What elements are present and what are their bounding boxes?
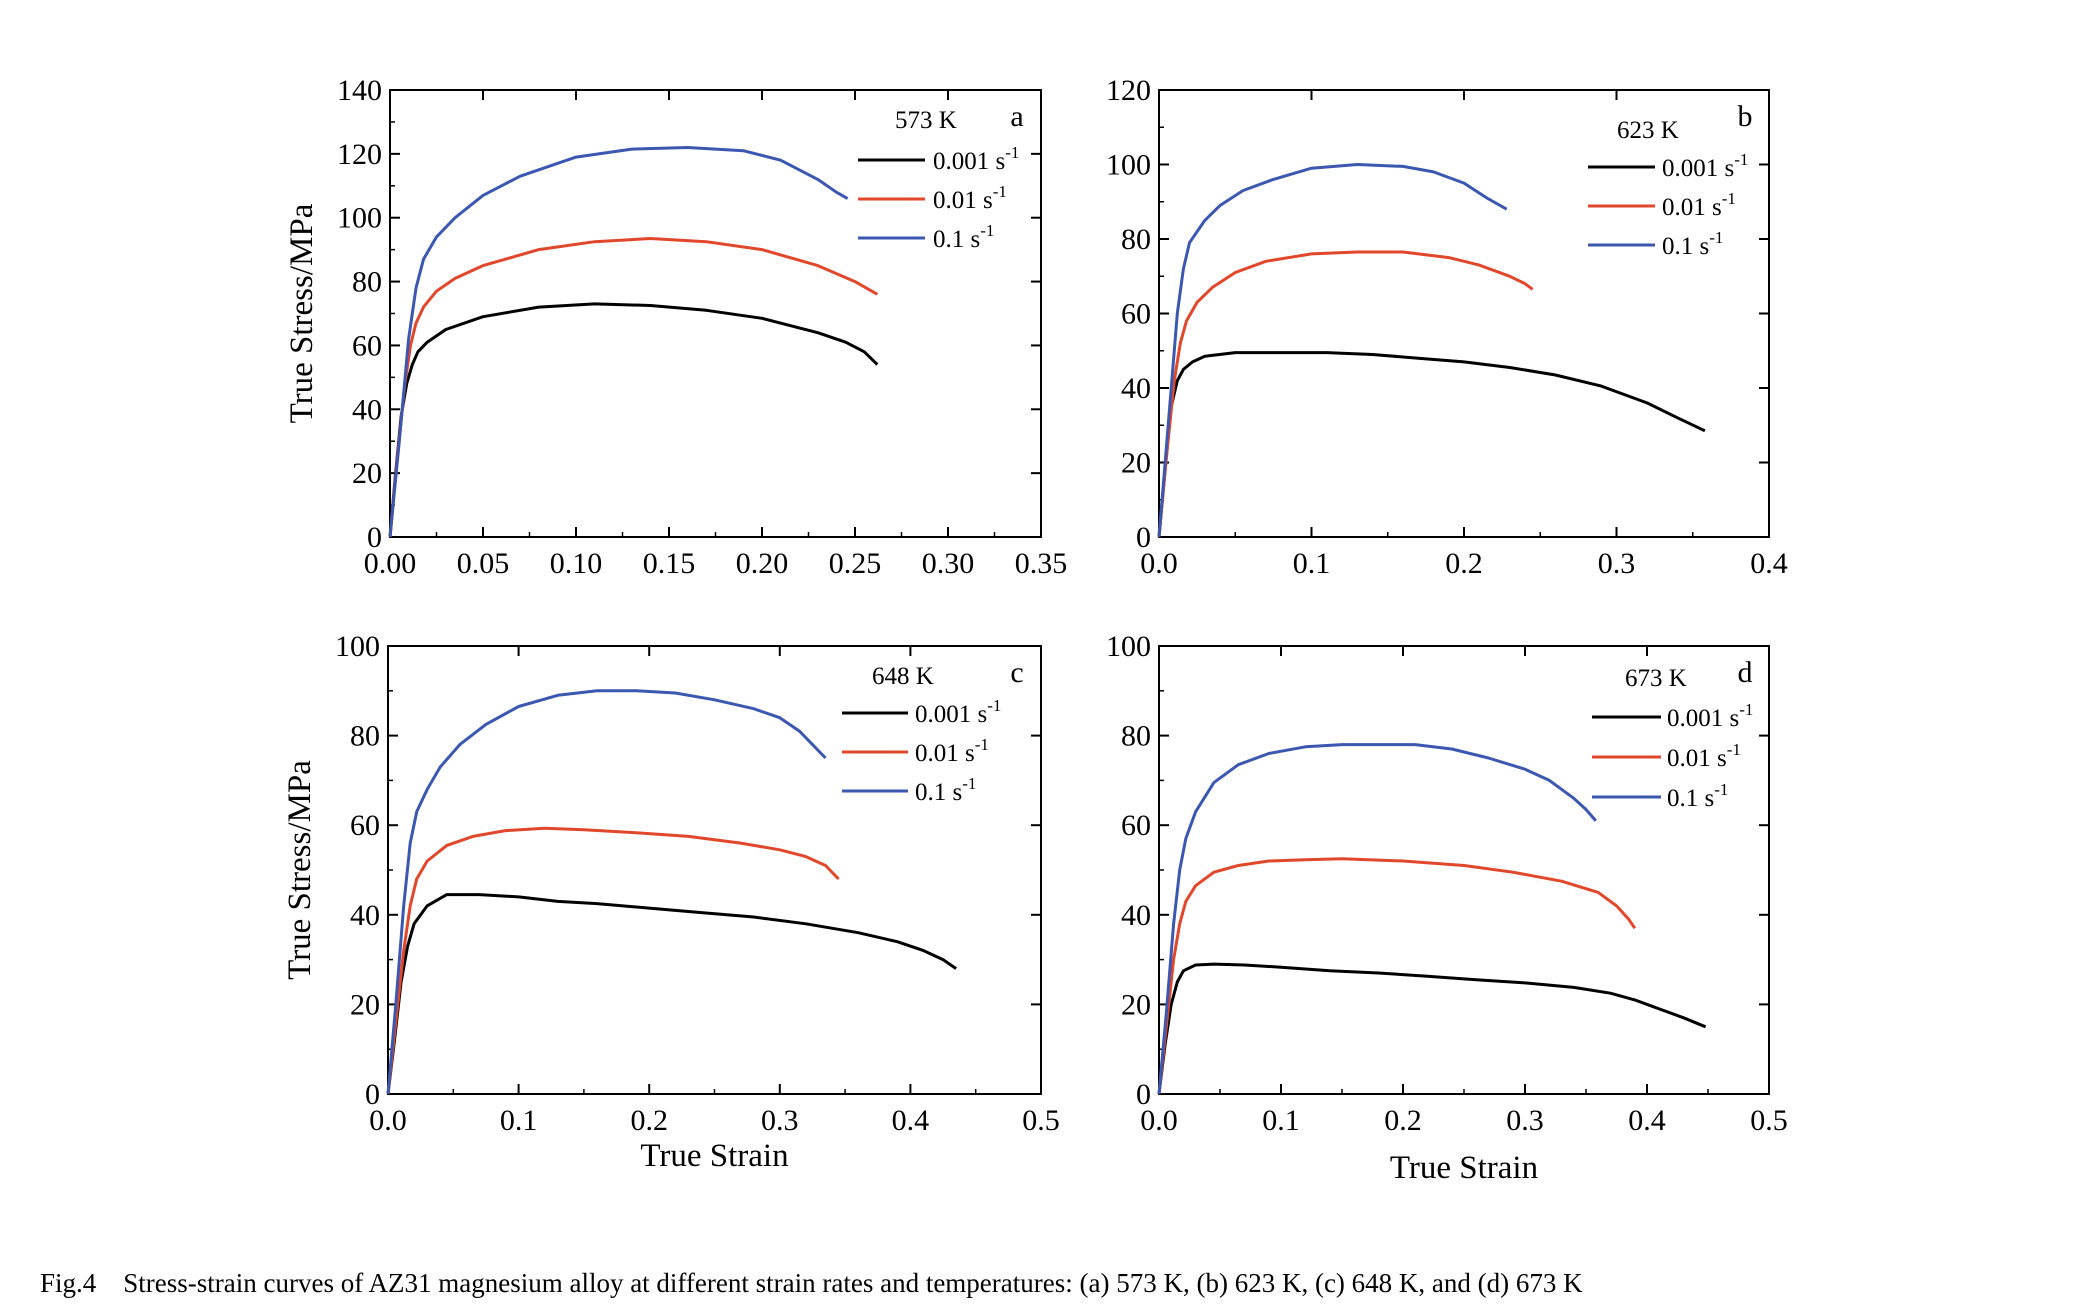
x-tick-label: 0.2 (1445, 547, 1483, 580)
x-tick-label: 0.20 (736, 547, 789, 580)
x-tick-label: 0.4 (1628, 1104, 1666, 1137)
x-tick-label: 0.10 (550, 547, 603, 580)
x-tick-label: 0.2 (630, 1104, 668, 1137)
x-tick-label: 0.30 (922, 547, 975, 580)
y-tick-label: 20 (350, 988, 380, 1021)
series-line-0 (1157, 351, 1706, 538)
series-line-0 (1157, 962, 1707, 1095)
x-tick-label: 0.4 (1750, 547, 1788, 580)
x-tick-label: 0.3 (1506, 1104, 1544, 1137)
y-axis-label: True Stress/MPa (284, 203, 320, 423)
x-tick-label: 0.35 (1015, 547, 1068, 580)
y-tick-label: 0 (365, 1078, 380, 1111)
figure-caption: Fig.4 Stress-strain curves of AZ31 magne… (40, 1268, 1583, 1299)
x-tick-label: 0.5 (1022, 1104, 1060, 1137)
x-tick-label: 0.1 (1293, 547, 1331, 580)
x-tick-label: 0.3 (761, 1104, 799, 1137)
y-tick-label: 80 (352, 266, 382, 299)
panel-label: c (1010, 656, 1023, 689)
y-tick-label: 20 (1121, 988, 1151, 1021)
y-tick-label: 0 (1136, 521, 1151, 554)
legend-label: 0.1 s-1 (1662, 228, 1723, 260)
legend-label: 0.1 s-1 (915, 774, 976, 806)
series-line-1 (388, 237, 879, 538)
chart-panel-a: 0.00 0.05 0.10 0.15 0.20 0.25 0.30 0.35 0 20 40 60 8… (284, 74, 1067, 580)
y-tick-label: 60 (352, 329, 382, 362)
series-line-1 (386, 826, 840, 1095)
x-axis-label: True Strain (640, 1138, 788, 1174)
x-tick-label: 0.1 (500, 1104, 538, 1137)
legend-label: 0.01 s-1 (933, 182, 1007, 214)
y-tick-label: 40 (1121, 899, 1151, 932)
legend-label: 0.1 s-1 (1667, 780, 1728, 812)
x-tick-label: 0.4 (892, 1104, 930, 1137)
x-tick-label: 0.15 (643, 547, 696, 580)
y-tick-label: 100 (335, 630, 380, 663)
y-tick-label: 40 (1121, 372, 1151, 405)
y-tick-label: 100 (1106, 630, 1151, 663)
series-line-0 (386, 893, 957, 1095)
panel-label: d (1738, 656, 1753, 689)
x-tick-label: 0.0 (1140, 1104, 1178, 1137)
legend-label: 0.01 s-1 (915, 735, 989, 767)
x-tick-label: 0.05 (457, 547, 510, 580)
y-tick-label: 120 (337, 138, 382, 171)
legend-label: 0.1 s-1 (933, 221, 994, 253)
x-tick-label: 0.3 (1598, 547, 1636, 580)
y-tick-label: 60 (1121, 809, 1151, 842)
series-line-2 (386, 689, 827, 1095)
series-line-1 (1157, 250, 1534, 538)
series-line-1 (1157, 857, 1637, 1095)
y-tick-label: 120 (1106, 74, 1151, 107)
y-axis-label: True Stress/MPa (282, 760, 318, 980)
y-tick-label: 80 (1121, 720, 1151, 753)
y-tick-label: 140 (337, 74, 382, 107)
y-tick-label: 100 (1106, 149, 1151, 182)
legend-label: 0.001 s-1 (1667, 700, 1753, 732)
x-tick-label: 0.0 (369, 1104, 407, 1137)
y-tick-label: 20 (352, 457, 382, 490)
y-tick-label: 40 (352, 393, 382, 426)
temperature-label: 648 K (872, 663, 934, 690)
legend-label: 0.01 s-1 (1667, 740, 1741, 772)
series-line-2 (1157, 743, 1597, 1095)
caption-text: Stress-strain curves of AZ31 magnesium a… (123, 1268, 1583, 1298)
y-tick-label: 100 (337, 202, 382, 235)
y-tick-label: 80 (350, 720, 380, 753)
temperature-label: 673 K (1625, 665, 1687, 692)
x-axis-label: True Strain (1390, 1150, 1538, 1186)
chart-panel-c: 0.0 0.1 0.2 0.3 0.4 0.5 0 20 40 60 80 100 True Stres… (282, 630, 1060, 1174)
legend-label: 0.001 s-1 (915, 696, 1001, 728)
y-tick-label: 20 (1121, 447, 1151, 480)
temperature-label: 623 K (1617, 117, 1679, 144)
legend-label: 0.001 s-1 (933, 143, 1019, 175)
x-tick-label: 0.5 (1750, 1104, 1788, 1137)
legend-label: 0.001 s-1 (1662, 150, 1748, 182)
x-tick-label: 0.1 (1262, 1104, 1300, 1137)
y-tick-label: 60 (350, 809, 380, 842)
chart-panel-d: 0.0 0.1 0.2 0.3 0.4 0.5 0 20 40 60 80 100 True Strai… (1106, 630, 1788, 1186)
y-tick-label: 40 (350, 899, 380, 932)
temperature-label: 573 K (895, 107, 957, 134)
series-line-2 (1157, 163, 1508, 538)
series-line-2 (388, 146, 849, 538)
x-tick-label: 0.0 (1140, 547, 1178, 580)
panel-label: a (1010, 100, 1023, 133)
x-tick-label: 0.00 (364, 547, 417, 580)
y-tick-label: 0 (1136, 1078, 1151, 1111)
legend-label: 0.01 s-1 (1662, 189, 1736, 221)
x-tick-label: 0.25 (829, 547, 882, 580)
chart-panel-b: 0.0 0.1 0.2 0.3 0.4 0 20 40 60 80 100 120 b 623 K 0.00… (1106, 74, 1788, 580)
caption-label: Fig.4 (40, 1268, 97, 1298)
y-tick-label: 80 (1121, 223, 1151, 256)
panel-label: b (1738, 100, 1753, 133)
series-line-0 (388, 302, 879, 538)
y-tick-label: 0 (367, 521, 382, 554)
y-tick-label: 60 (1121, 298, 1151, 331)
x-tick-label: 0.2 (1384, 1104, 1422, 1137)
